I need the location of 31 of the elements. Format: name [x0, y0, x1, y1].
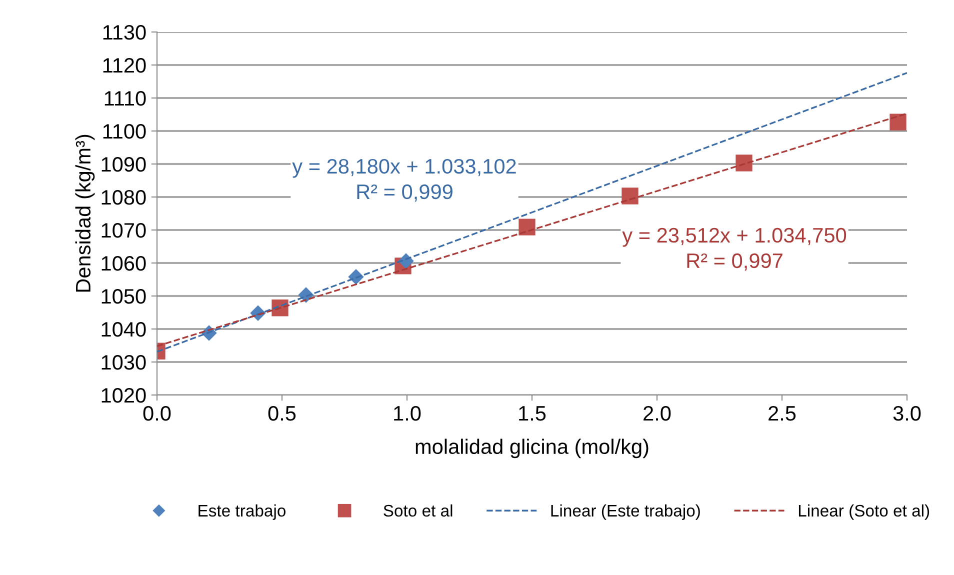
- y-tick-label: 1110: [104, 91, 146, 106]
- legend-label: Este trabajo: [198, 504, 286, 520]
- y-tick-label: 1130: [103, 25, 146, 40]
- legend-label: Linear (Este trabajo): [551, 504, 700, 520]
- point: [518, 218, 536, 236]
- point: [622, 188, 638, 204]
- y-tick-label: 1070: [102, 223, 146, 238]
- x-axis-title: molalidad glicina (mol/kg): [416, 438, 648, 458]
- x-tick-label: 0.0: [143, 406, 171, 421]
- y-axis-title: Densidad (kg/m³): [75, 134, 95, 292]
- x-tick-label: 2.5: [768, 406, 796, 421]
- x-tick-label: 1.0: [394, 406, 421, 421]
- legend-label: Linear (Soto et al): [798, 504, 930, 520]
- legend-label: Soto et al: [384, 504, 452, 517]
- y-tick-label: 1080: [102, 190, 146, 205]
- y-tick-label: 1100: [103, 124, 146, 139]
- y-tick-label: 1090: [102, 157, 146, 172]
- x-tick-label: 1.5: [519, 406, 546, 421]
- x-tick-label: 0.5: [268, 406, 296, 421]
- y-tick-label: 1020: [102, 388, 146, 403]
- annotation: y = 28,180x + 1.033,102 R² = 0,999: [292, 158, 516, 202]
- x-tick-label: 2.0: [644, 406, 671, 421]
- point: [736, 154, 752, 172]
- y-tick-label: 1030: [102, 355, 146, 370]
- y-tick-label: 1050: [102, 289, 146, 304]
- y-tick-label: 1040: [102, 322, 146, 337]
- y-tick-label: 1120: [103, 58, 146, 73]
- point: [890, 114, 906, 130]
- x-tick-label: 3.0: [893, 406, 921, 421]
- y-tick-label: 1060: [102, 256, 146, 271]
- annotation: y = 23,512x + 1.034,750 R² = 0,997: [622, 228, 846, 271]
